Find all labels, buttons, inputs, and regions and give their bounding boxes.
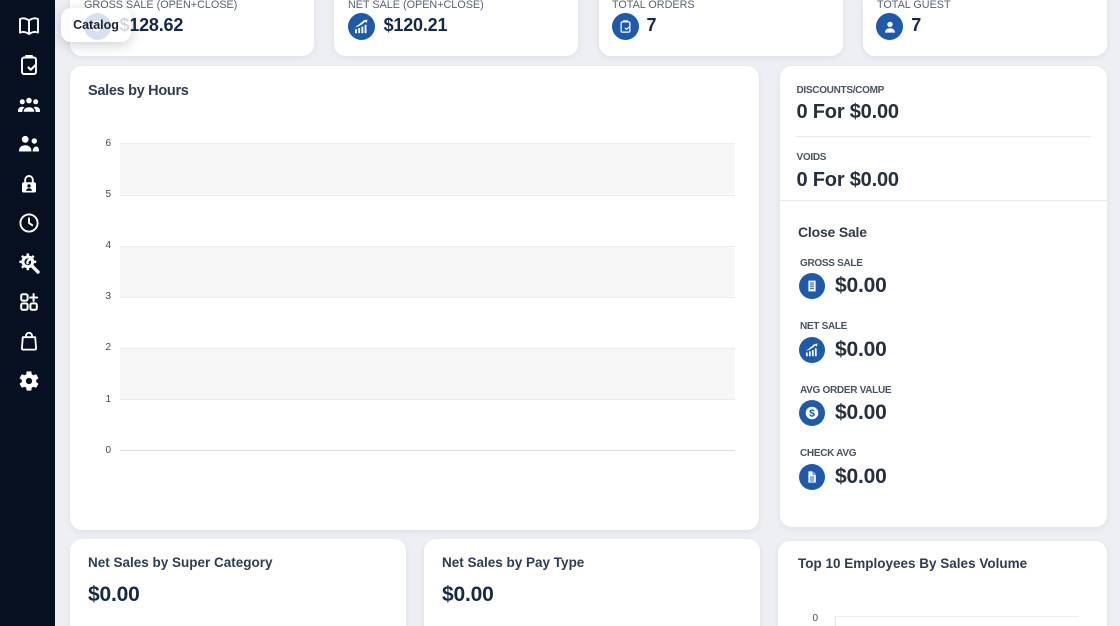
svg-text:$: $: [809, 408, 815, 420]
